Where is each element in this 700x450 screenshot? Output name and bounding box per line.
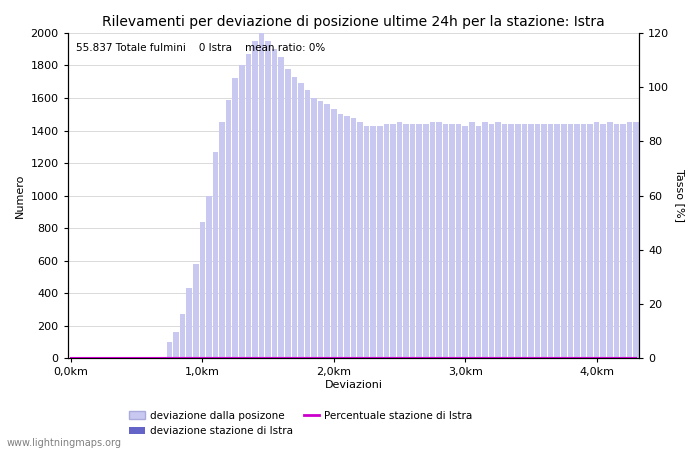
Bar	[272, 49, 277, 358]
Bar	[351, 117, 356, 358]
Bar	[167, 342, 172, 358]
Bar	[377, 126, 383, 358]
Bar	[298, 83, 304, 358]
Bar	[535, 124, 540, 358]
Bar	[502, 124, 508, 358]
Bar	[634, 122, 639, 358]
Bar	[337, 114, 343, 358]
Bar	[489, 124, 494, 358]
Bar	[587, 124, 593, 358]
Bar	[403, 124, 409, 358]
Bar	[364, 126, 370, 358]
Bar	[265, 41, 271, 358]
Bar	[193, 264, 199, 358]
Bar	[430, 122, 435, 358]
Bar	[174, 332, 179, 358]
Bar	[541, 124, 547, 358]
Bar	[554, 124, 560, 358]
Bar	[508, 124, 514, 358]
Bar	[449, 124, 455, 358]
Bar	[515, 124, 521, 358]
Bar	[279, 57, 284, 358]
Bar	[469, 122, 475, 358]
Bar	[561, 124, 566, 358]
Bar	[232, 78, 238, 358]
Bar	[206, 196, 212, 358]
Bar	[252, 41, 258, 358]
Bar	[620, 124, 626, 358]
Bar	[344, 116, 350, 358]
Bar	[390, 124, 395, 358]
Bar	[482, 122, 488, 358]
Bar	[528, 124, 533, 358]
Bar	[475, 126, 481, 358]
Bar	[226, 99, 232, 358]
X-axis label: Deviazioni: Deviazioni	[325, 380, 382, 390]
Bar	[384, 124, 389, 358]
Bar	[331, 109, 337, 358]
Bar	[312, 98, 317, 358]
Bar	[607, 122, 612, 358]
Bar	[318, 101, 323, 358]
Bar	[601, 124, 606, 358]
Bar	[456, 124, 461, 358]
Bar	[442, 124, 448, 358]
Bar	[397, 122, 402, 358]
Bar	[186, 288, 192, 358]
Bar	[357, 122, 363, 358]
Bar	[285, 69, 290, 358]
Bar	[147, 357, 153, 358]
Bar	[410, 124, 415, 358]
Bar	[574, 124, 580, 358]
Y-axis label: Numero: Numero	[15, 173, 25, 218]
Bar	[548, 124, 554, 358]
Legend: deviazione dalla posizone, deviazione stazione di Istra, Percentuale stazione di: deviazione dalla posizone, deviazione st…	[125, 407, 477, 440]
Bar	[594, 122, 599, 358]
Bar	[292, 77, 298, 358]
Bar	[324, 104, 330, 358]
Text: www.lightningmaps.org: www.lightningmaps.org	[7, 438, 122, 448]
Bar	[239, 65, 244, 358]
Bar	[213, 152, 218, 358]
Bar	[613, 124, 619, 358]
Title: Rilevamenti per deviazione di posizione ultime 24h per la stazione: Istra: Rilevamenti per deviazione di posizione …	[102, 15, 605, 29]
Bar	[495, 122, 500, 358]
Text: 55.837 Totale fulmini    0 Istra    mean ratio: 0%: 55.837 Totale fulmini 0 Istra mean ratio…	[76, 43, 326, 53]
Bar	[259, 33, 265, 358]
Bar	[463, 126, 468, 358]
Y-axis label: Tasso [%]: Tasso [%]	[675, 169, 685, 222]
Bar	[304, 90, 310, 358]
Bar	[199, 221, 205, 358]
Bar	[180, 314, 186, 358]
Bar	[568, 124, 573, 358]
Bar	[522, 124, 527, 358]
Bar	[423, 124, 428, 358]
Bar	[626, 122, 632, 358]
Bar	[246, 54, 251, 358]
Bar	[581, 124, 586, 358]
Bar	[219, 122, 225, 358]
Bar	[416, 124, 422, 358]
Bar	[436, 122, 442, 358]
Bar	[370, 126, 376, 358]
